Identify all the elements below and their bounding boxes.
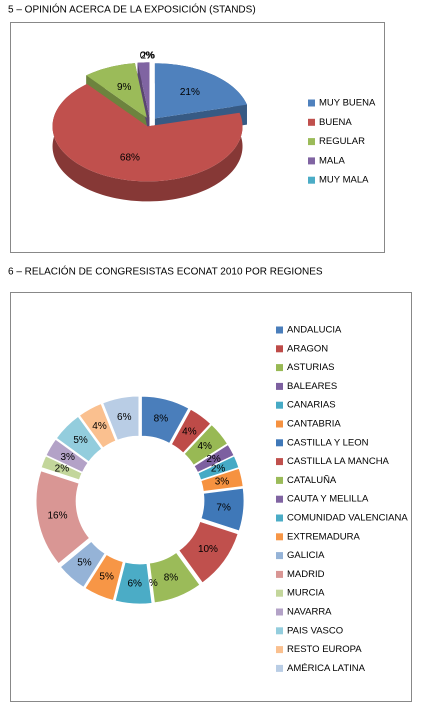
donut-slice	[200, 487, 245, 532]
donut-slice	[40, 455, 83, 481]
legend-label: MURCIA	[287, 588, 325, 599]
pie-slice	[52, 84, 243, 182]
donut-slice	[114, 561, 153, 605]
data-label: 68%	[120, 152, 140, 163]
data-label: 21%	[180, 87, 200, 98]
legend-swatch	[276, 533, 283, 541]
donut-slice	[78, 403, 117, 449]
legend-label: MUY MALA	[319, 175, 369, 186]
legend-swatch	[308, 118, 315, 126]
data-label: 2%	[206, 454, 221, 465]
donut-slice	[197, 455, 240, 481]
legend-swatch	[276, 476, 283, 484]
section-title: 6 – RELACIÓN DE CONGRESISTAS ECONAT 2010…	[8, 265, 323, 278]
pie-slice	[86, 63, 147, 118]
data-label: 4%	[92, 421, 107, 432]
data-label: 6%	[127, 578, 142, 589]
legend-swatch	[276, 439, 283, 447]
legend-label: MADRID	[287, 569, 325, 580]
donut-slice	[200, 467, 244, 492]
data-label: 8%	[154, 413, 169, 424]
legend-swatch	[276, 495, 283, 503]
data-label: 6%	[117, 412, 132, 423]
legend-label: NAVARRA	[287, 607, 332, 618]
data-label: 2%	[211, 464, 226, 475]
legend-label: ANDALUCIA	[287, 325, 342, 336]
legend-swatch	[308, 99, 315, 107]
legend-swatch	[276, 401, 283, 409]
legend-label: MUY BUENA	[319, 98, 376, 109]
data-label: 3%	[60, 452, 75, 463]
legend-label: CANARIAS	[287, 400, 336, 411]
legend-swatch	[276, 420, 283, 428]
legend-label: CASTILLA LA MANCHA	[287, 456, 390, 467]
legend-label: ASTURIAS	[287, 362, 335, 373]
legend-label: CANTABRIA	[287, 419, 341, 430]
data-label: 4%	[197, 441, 212, 452]
legend-swatch	[276, 514, 283, 522]
legend-label: BUENA	[319, 117, 352, 128]
legend-swatch	[308, 138, 315, 146]
legend-swatch	[276, 646, 283, 654]
legend-label: GALICIA	[287, 550, 325, 561]
legend-label: RESTO EUROPA	[287, 644, 362, 655]
legend-label: COMUNIDAD VALENCIANA	[287, 513, 408, 524]
data-label: 4%	[182, 427, 197, 438]
data-label: 2%	[141, 51, 156, 62]
data-label: 16%	[47, 510, 67, 521]
donut-slice	[59, 540, 106, 588]
legend-swatch	[276, 627, 283, 635]
legend-label: MALA	[319, 155, 346, 166]
donut-slice	[45, 438, 89, 473]
legend-swatch	[308, 176, 315, 184]
legend-label: ARAGON	[287, 343, 328, 354]
data-label: 5%	[99, 572, 114, 583]
legend-label: BALEARES	[287, 381, 337, 392]
legend-swatch	[276, 589, 283, 597]
donut-slice	[35, 470, 90, 565]
legend-swatch	[276, 608, 283, 616]
pie-slice	[154, 63, 247, 119]
legend-label: CATALUÑA	[287, 475, 337, 486]
legend-swatch	[276, 552, 283, 560]
legend-label: AMÉRICA LATINA	[287, 663, 366, 674]
data-label: 8%	[164, 573, 179, 584]
data-label: 0%	[140, 50, 155, 61]
donut-slice	[84, 553, 124, 601]
legend-swatch	[276, 364, 283, 372]
donut-slice	[102, 395, 140, 441]
legend-label: PAIS VASCO	[287, 625, 343, 636]
data-label: 9%	[117, 82, 132, 93]
pie-slice	[137, 62, 150, 118]
data-label: 0%	[143, 578, 158, 589]
donut-slice	[141, 395, 190, 444]
donut-slice	[55, 415, 103, 463]
legend-swatch	[308, 157, 315, 165]
legend-label: REGULAR	[319, 136, 365, 147]
data-label: 10%	[198, 544, 218, 555]
donut-slice	[193, 444, 235, 473]
legend-swatch	[276, 664, 283, 672]
donut-slice	[170, 408, 212, 454]
legend-label: CAUTA Y MELILLA	[287, 494, 369, 505]
legend-label: EXTREMADURA	[287, 531, 361, 542]
donut-slice	[149, 551, 201, 604]
donut-slice	[183, 424, 228, 466]
section-title: 5 – OPINIÓN ACERCA DE LA EXPOSICIÓN (STA…	[8, 3, 256, 16]
data-label: 3%	[215, 476, 230, 487]
legend-swatch	[276, 345, 283, 353]
data-label: 7%	[216, 503, 231, 514]
data-label: 2%	[55, 464, 70, 475]
data-label: 5%	[73, 435, 88, 446]
donut-slice	[178, 520, 239, 584]
legend-swatch	[276, 458, 283, 466]
legend-swatch	[276, 326, 283, 334]
legend-swatch	[276, 382, 283, 390]
data-label: 5%	[77, 558, 92, 569]
legend-swatch	[276, 570, 283, 578]
legend-label: CASTILLA Y LEON	[287, 437, 369, 448]
donut-slice	[147, 563, 154, 604]
